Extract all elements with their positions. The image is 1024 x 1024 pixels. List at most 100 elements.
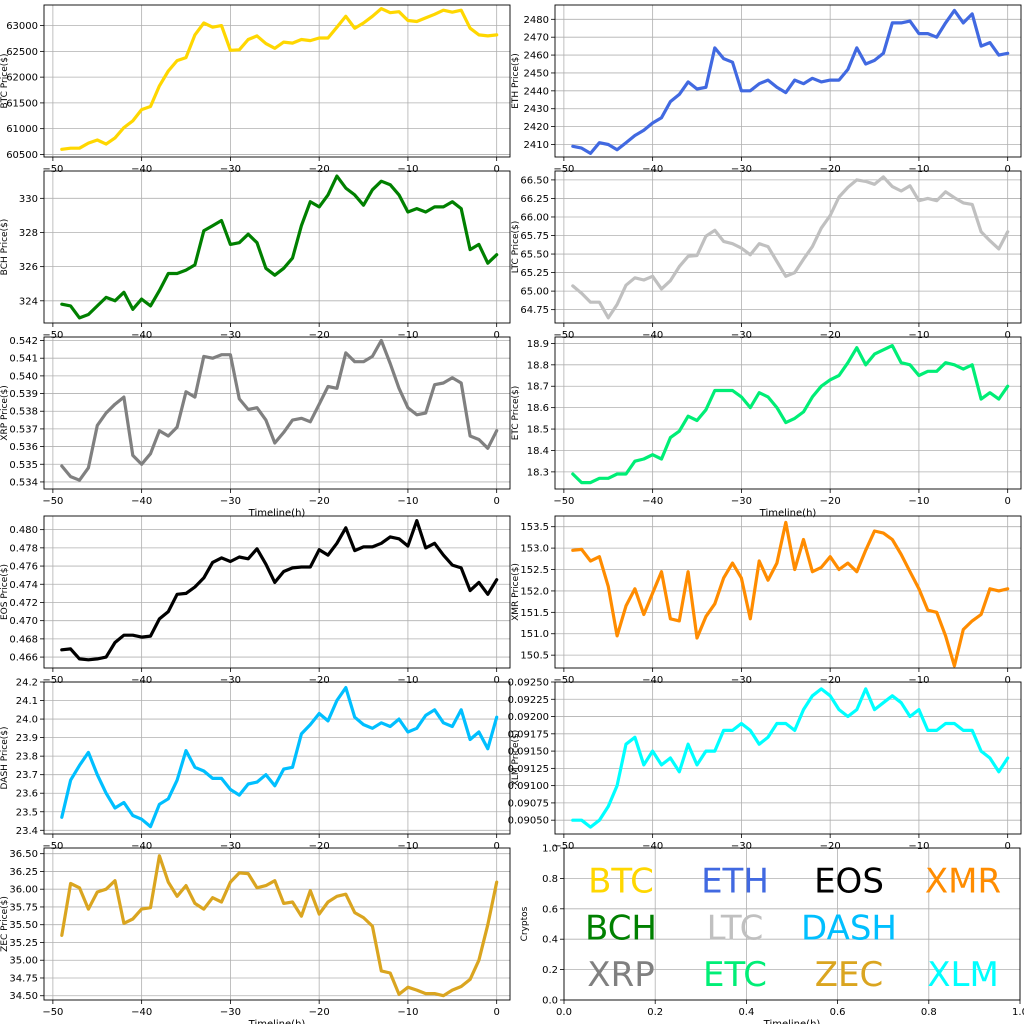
x-tick-label: 1.0 (1012, 1007, 1024, 1018)
x-tick-label: −20 (309, 496, 330, 507)
legend-entry-zec: ZEC (815, 955, 884, 995)
x-tick-label: −30 (220, 841, 241, 852)
y-tick-label: 2410 (524, 140, 549, 151)
y-tick-label: 152.0 (520, 586, 549, 597)
y-tick-label: 0.476 (9, 562, 38, 573)
y-tick-label: 23.4 (16, 826, 38, 837)
y-tick-label: 24.2 (16, 678, 38, 689)
y-tick-label: 326 (19, 262, 38, 273)
x-tick-label: 0 (1004, 164, 1010, 175)
x-tick-label: −30 (731, 164, 752, 175)
axes-frame (554, 336, 1022, 490)
chart-panel-4: −50 −40 −30 −20 −10 0 0.534 0.535 0.536 0.537 0.53… (0, 336, 511, 519)
y-axis-label: XRP Price($) (0, 385, 10, 440)
x-tick-label: 0 (1004, 675, 1010, 686)
x-tick-label: −20 (820, 164, 841, 175)
x-tick-label: −10 (908, 675, 929, 686)
y-tick-label: 2450 (524, 68, 549, 79)
x-tick-label: −50 (42, 330, 63, 341)
legend-entry-btc: BTC (588, 861, 654, 901)
x-tick-label: 0 (493, 164, 499, 175)
axes-frame (43, 681, 511, 835)
x-tick-label: −40 (131, 330, 152, 341)
y-tick-label: 34.75 (9, 973, 38, 984)
grid (555, 337, 1021, 489)
x-tick-label: −40 (131, 675, 152, 686)
x-tick-label: −30 (731, 496, 752, 507)
x-tick-label: −40 (131, 841, 152, 852)
y-tick-label: 0.09100 (508, 781, 549, 792)
axes-frame (554, 681, 1022, 835)
x-tick-label: −50 (42, 675, 63, 686)
x-tick-label: −50 (42, 164, 63, 175)
x-tick-label: −40 (642, 675, 663, 686)
grid (44, 337, 510, 489)
x-tick-label: −20 (309, 841, 330, 852)
x-tick-label: −20 (820, 496, 841, 507)
x-tick-label: 0 (1004, 330, 1010, 341)
y-tick-label: 65.00 (520, 287, 549, 298)
y-tick-label: 0.537 (9, 424, 38, 435)
x-tick-label: 0 (493, 496, 499, 507)
x-tick-label: −20 (820, 330, 841, 341)
y-tick-label: 0.474 (9, 580, 38, 591)
x-tick-label: −10 (397, 330, 418, 341)
y-tick-label: 23.6 (16, 789, 38, 800)
x-tick-label: −20 (309, 1007, 330, 1018)
y-tick-label: 150.5 (520, 651, 549, 662)
y-tick-label: 35.00 (9, 956, 38, 967)
legend-entry-bch: BCH (585, 909, 657, 949)
chart-panel-7: −50 −40 −30 −20 −10 0 150.5 151.0 151.5 152.0 152.… (511, 515, 1022, 686)
y-tick-label: 0.09125 (508, 764, 549, 775)
x-tick-label: −20 (309, 330, 330, 341)
y-tick-label: 0.535 (9, 460, 38, 471)
y-tick-label: 2420 (524, 122, 549, 133)
y-tick-label: 0.470 (9, 616, 38, 627)
legend-entry-etc: ETC (703, 955, 767, 995)
series-line (571, 520, 1010, 668)
grid (44, 848, 510, 1000)
x-tick-label: −50 (42, 1007, 63, 1018)
x-tick-label: −10 (908, 496, 929, 507)
y-axis-label: XMR Price($) (511, 563, 521, 621)
grid (555, 681, 1021, 834)
y-tick-label: 0.09075 (508, 798, 549, 809)
chart-panel-1: −50 −40 −30 −20 −10 0 2410 2420 2430 2440 2450 2460… (511, 4, 1022, 175)
x-tick-label: −30 (731, 841, 752, 852)
y-tick-label: 0.09200 (508, 712, 549, 723)
y-tick-label: 0.478 (9, 543, 38, 554)
y-tick-label: 0.09225 (508, 695, 549, 706)
y-tick-label: 0.4 (542, 935, 558, 946)
x-tick-label: −50 (553, 675, 574, 686)
grid (44, 171, 510, 323)
axes-frame (554, 515, 1022, 669)
y-axis-label: BCH Price($) (0, 219, 10, 276)
y-tick-label: 23.9 (16, 733, 38, 744)
x-tick-label: −20 (309, 164, 330, 175)
axes-frame (563, 847, 1021, 1001)
y-tick-label: 24.1 (16, 696, 38, 707)
y-tick-label: 0.540 (9, 371, 38, 382)
y-tick-label: 328 (19, 228, 38, 239)
series-line (60, 518, 499, 662)
y-tick-label: 0.09175 (508, 729, 549, 740)
x-tick-label: 0 (493, 1007, 499, 1018)
grid (555, 171, 1021, 323)
x-tick-label: −10 (397, 164, 418, 175)
x-tick-label: −30 (220, 164, 241, 175)
y-tick-label: 35.25 (9, 938, 38, 949)
y-tick-label: 152.5 (520, 565, 549, 576)
axes-frame (554, 170, 1022, 324)
x-tick-label: −50 (553, 841, 574, 852)
legend-entry-dash: DASH (801, 909, 897, 949)
series-line (60, 685, 499, 829)
x-tick-label: −20 (820, 841, 841, 852)
grid (44, 5, 510, 157)
axes-frame (43, 847, 511, 1001)
y-tick-label: 0.541 (9, 354, 38, 365)
y-tick-label: 24.0 (16, 715, 38, 726)
y-tick-label: 153.5 (520, 522, 549, 533)
y-axis-label: EOS Price($) (0, 564, 10, 620)
chart-panel-9: −50 −40 −30 −20 −10 0 0.09050 0.09075 0.09100 0.0… (508, 678, 1022, 852)
